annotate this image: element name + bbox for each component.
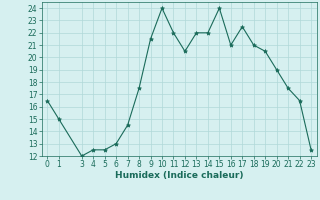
X-axis label: Humidex (Indice chaleur): Humidex (Indice chaleur) [115,171,244,180]
